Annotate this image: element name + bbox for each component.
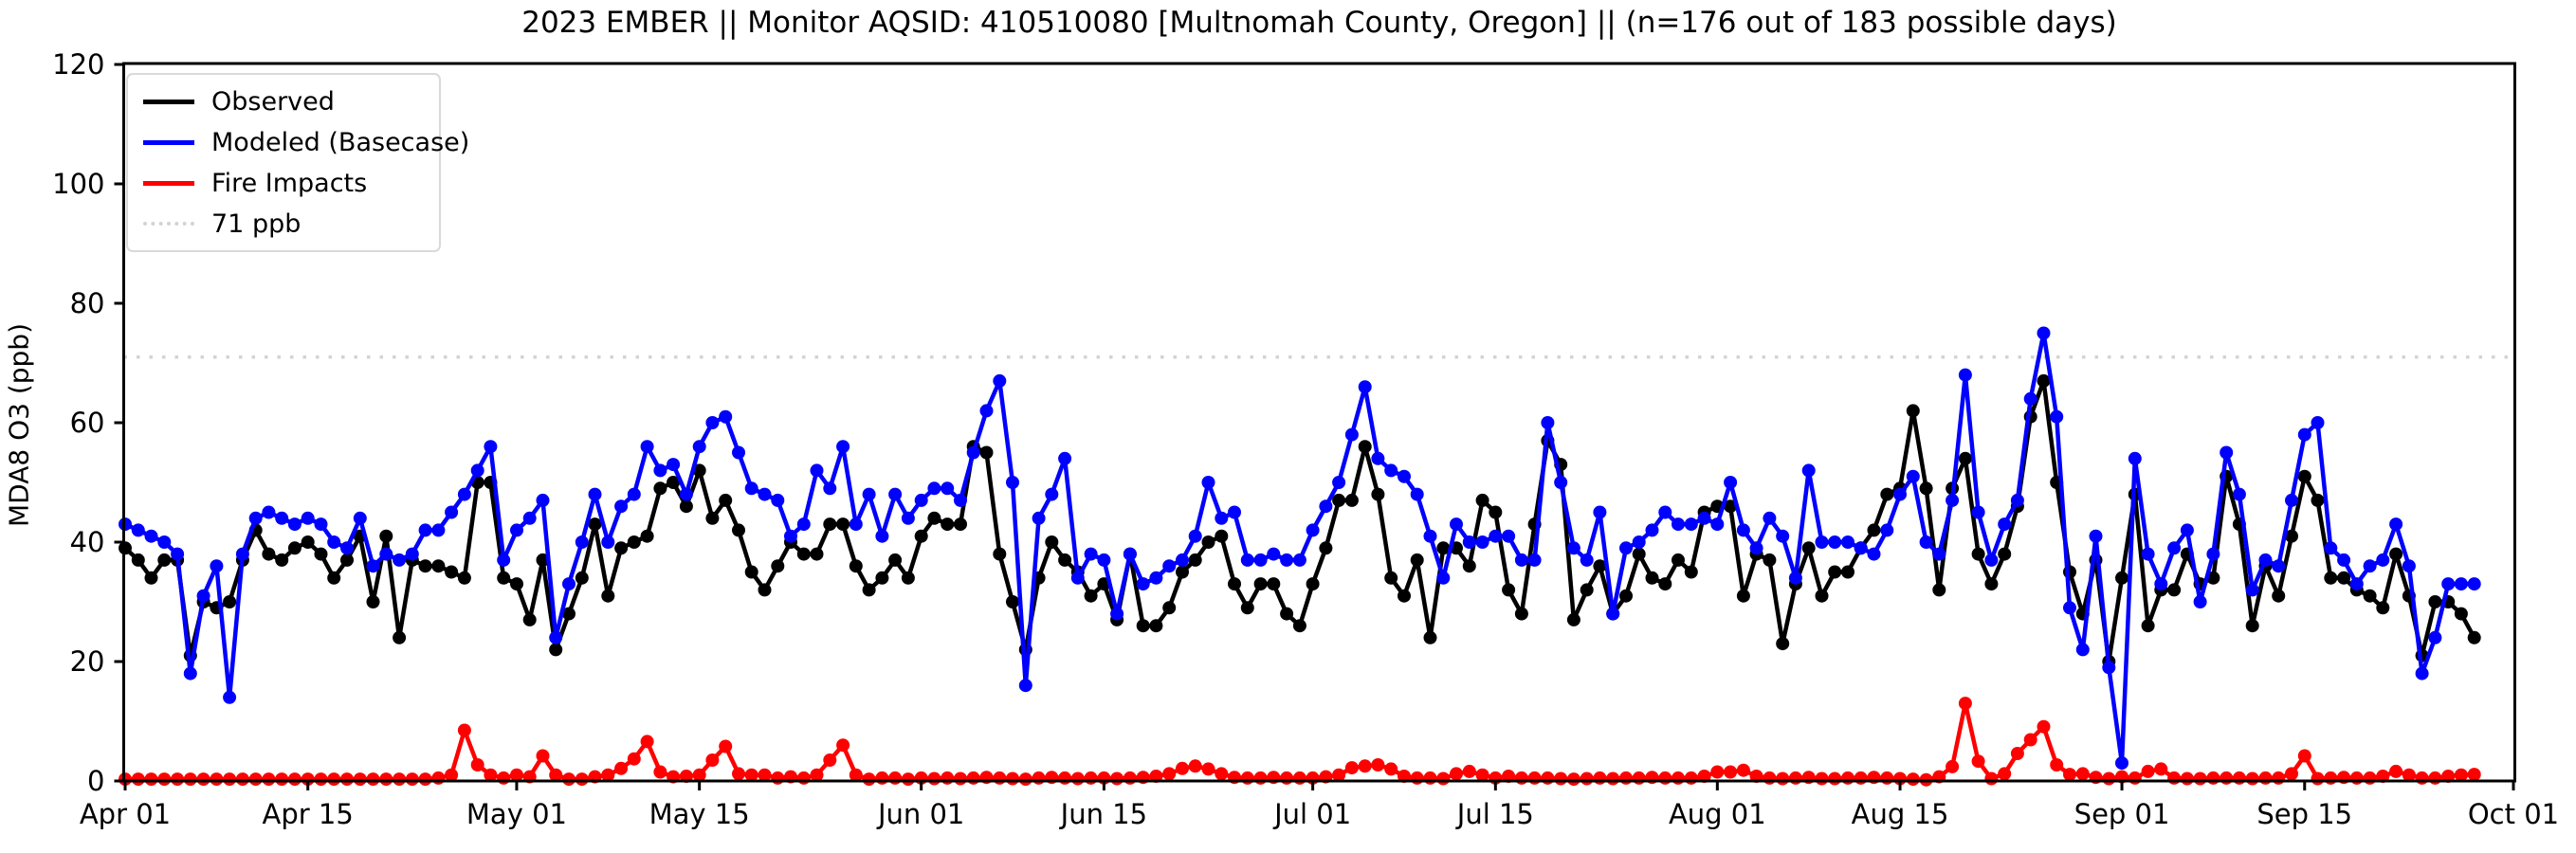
- y-tick-label: 20: [70, 645, 105, 678]
- legend-item-modeled: Modeled (Basecase): [143, 127, 469, 157]
- legend-item-fire: Fire Impacts: [143, 168, 424, 198]
- series-line-modeled-basecase-: [122, 331, 2476, 766]
- legend-label-modeled: Modeled (Basecase): [211, 127, 470, 157]
- x-tick-label: Jun 01: [876, 798, 964, 830]
- y-tick-label: 100: [52, 168, 104, 200]
- x-tick-label: Apr 15: [263, 798, 354, 830]
- y-tick-label: 40: [70, 526, 105, 558]
- x-tick-label: Jul 01: [1272, 798, 1351, 830]
- x-tick-label: Jun 15: [1059, 798, 1147, 830]
- series-markers-fire-impacts: [119, 697, 2481, 787]
- observed-line-icon: [143, 99, 194, 104]
- legend: Observed Modeled (Basecase) Fire Impacts…: [126, 73, 469, 252]
- x-tick-label: Oct 01: [2468, 798, 2559, 830]
- x-tick-label: Jul 15: [1455, 798, 1534, 830]
- legend-item-observed: Observed: [143, 86, 424, 117]
- plot-border: [122, 62, 2516, 783]
- y-tick-label: 0: [87, 765, 104, 797]
- modeled-line-icon: [143, 139, 194, 145]
- series-markers-modeled-basecase-: [119, 326, 2481, 771]
- x-tick-label: Aug 01: [1669, 798, 1766, 830]
- legend-label-fire: Fire Impacts: [211, 168, 368, 198]
- legend-item-threshold: 71 ppb: [143, 209, 424, 239]
- y-tick-label: 80: [70, 287, 105, 319]
- legend-label-threshold: 71 ppb: [211, 209, 301, 239]
- x-tick-label: Aug 15: [1852, 798, 1949, 830]
- threshold-line-icon: [143, 222, 194, 226]
- x-tick-label: May 15: [649, 798, 750, 830]
- y-axis-label: MDA8 O3 (ppb): [3, 322, 35, 528]
- x-tick-label: May 01: [466, 798, 567, 830]
- x-tick-label: Sep 15: [2256, 798, 2352, 830]
- legend-label-observed: Observed: [211, 86, 335, 117]
- x-tick-label: Apr 01: [80, 798, 171, 830]
- y-tick-label: 60: [70, 407, 105, 439]
- fire-line-icon: [143, 180, 194, 186]
- x-tick-label: Sep 01: [2074, 798, 2170, 830]
- chart-title: 2023 EMBER || Monitor AQSID: 410510080 […: [521, 6, 2117, 40]
- y-tick-label: 120: [52, 48, 104, 81]
